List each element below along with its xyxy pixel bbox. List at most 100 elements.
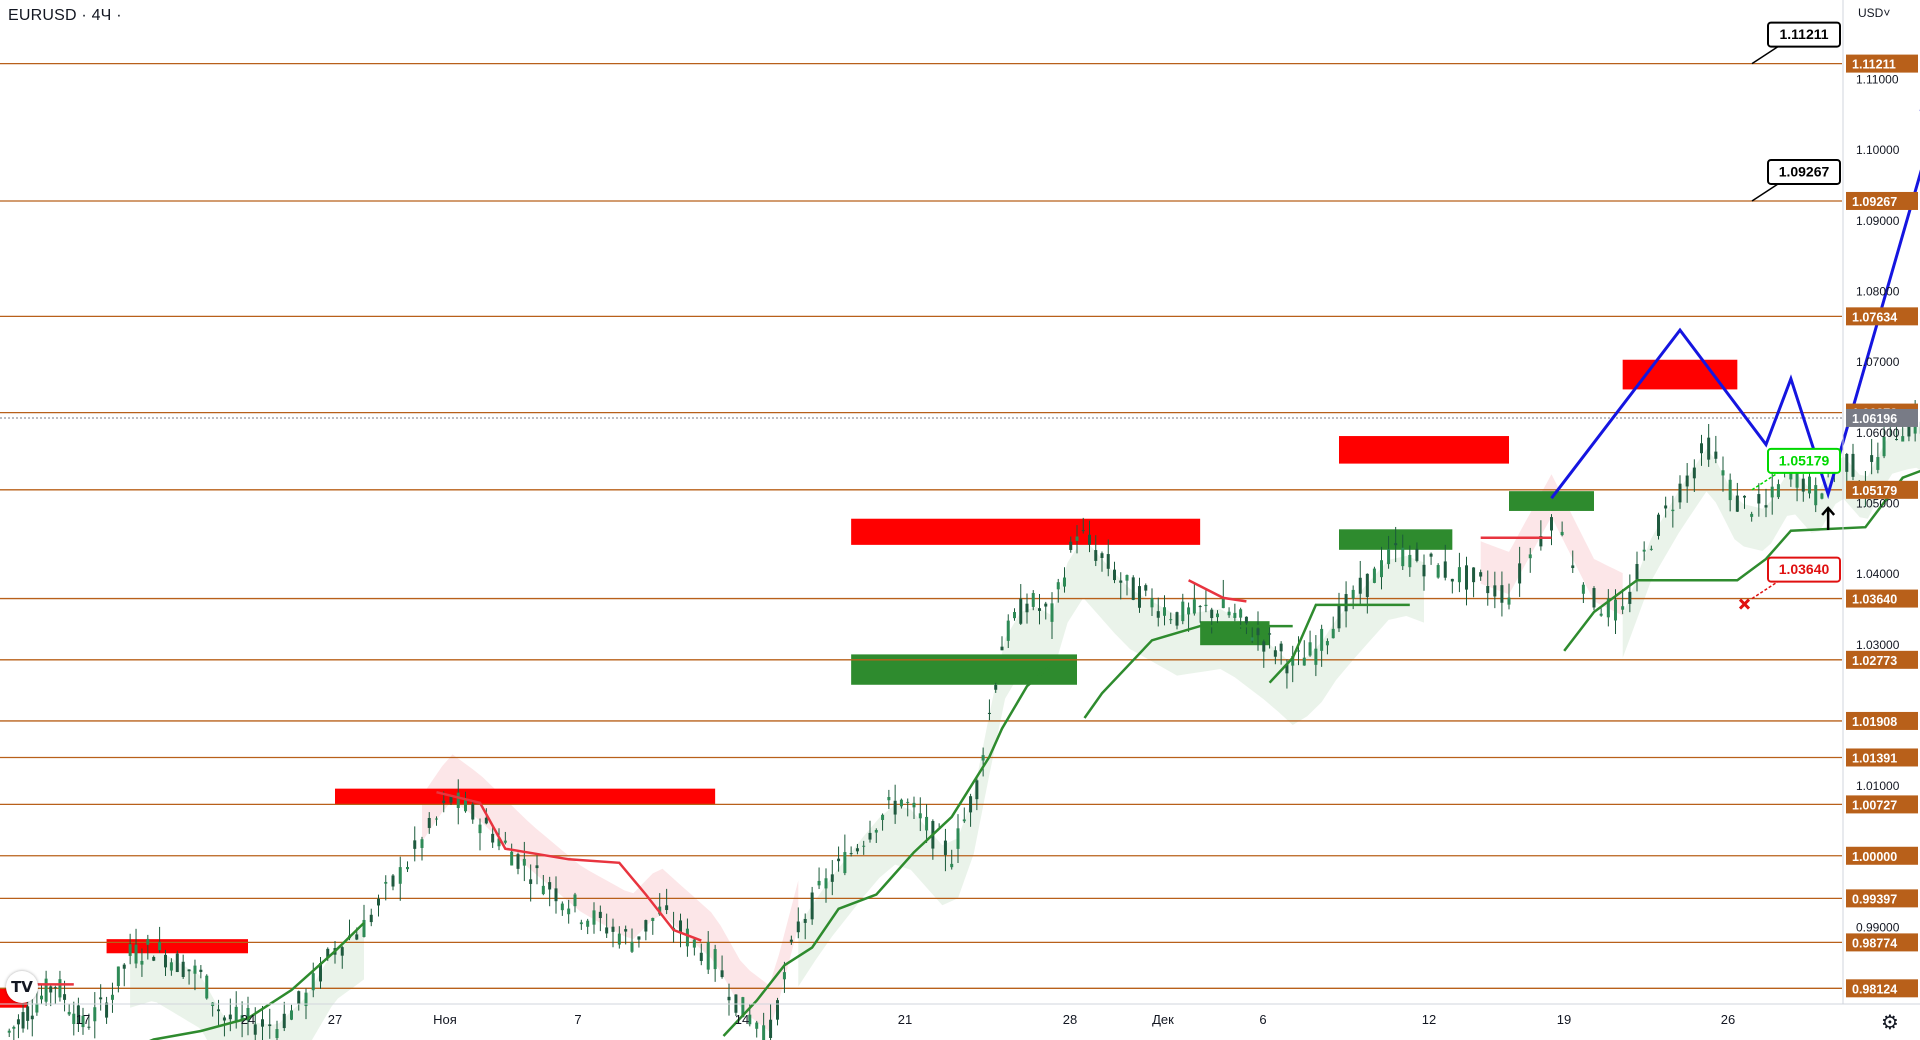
downtrend-band [422,754,799,1032]
candle-body [510,851,514,866]
demand-zone [1509,491,1594,511]
candle-body [554,888,558,902]
callout-box [1767,158,1841,185]
candle-body [1700,443,1703,454]
candle-body [1870,455,1874,462]
candle-body [110,994,114,1000]
uptrend-stop-line [1268,603,1410,684]
uptrend-stop-line [1083,624,1293,719]
candle-body [253,1024,257,1035]
candle-body [1337,604,1341,629]
downtrend-band [1480,474,1623,616]
candle-body [1075,536,1079,541]
candle-body [1233,612,1237,618]
candle-body [1308,642,1312,656]
level-price-label: 1.01908 [1852,715,1897,729]
current-price-badge [1846,408,1918,427]
candle-body [1244,616,1248,624]
candle-body [1876,457,1880,470]
candle-body [1436,565,1440,578]
candle-body [1401,547,1405,567]
candle-body [1500,585,1504,603]
time-tick-label: 28 [1063,1012,1077,1027]
candle-body [592,910,596,925]
candle-body [1550,517,1553,531]
candle-body [1169,619,1173,621]
candle-body [1895,439,1898,441]
candle-body [21,1012,25,1029]
candle-body [522,858,526,866]
candle-body [665,905,669,911]
symbol-title[interactable]: EURUSD · 4Ч · [8,7,122,24]
price-callouts: 1.11211 1.09267 1.05179 1.03640 [1738,21,1841,610]
level-price-badge [1846,748,1918,767]
currency-selector[interactable]: USD˅ [1858,6,1891,20]
candle-body [1851,453,1855,477]
candle-body [362,919,366,937]
candle-body [1657,514,1660,536]
level-price-badge [1846,711,1918,730]
candle-body [1094,550,1098,561]
candle-body [1150,598,1154,608]
candle-body [624,929,628,932]
candle-body [319,963,322,982]
candle-body [713,949,717,970]
candle-body [1331,628,1335,639]
candle-body [93,1007,97,1022]
candle-body [217,1009,221,1012]
candle-body [1539,536,1543,547]
candle-body [1038,608,1041,611]
forecast [1550,109,1920,530]
candle-body [579,922,583,925]
callout-connector [1751,580,1779,600]
candle-body [1443,561,1447,578]
candle-body [630,941,634,952]
candle-body [478,824,482,834]
candle-body [1000,646,1004,651]
candle-body [741,997,745,1018]
tradingview-logo-icon[interactable]: TV [6,971,38,1003]
candle-body [1320,628,1324,651]
candle-body [1106,554,1110,569]
candle-body [290,1010,293,1020]
candle-body [887,797,891,801]
candle-body [1571,565,1575,569]
candle-body [268,1024,272,1027]
candle-body [87,1026,91,1028]
candle-body [497,838,501,847]
candle-body [234,1006,238,1022]
candle-body [1187,607,1191,615]
candle-body [187,969,191,972]
time-tick-label: 27 [328,1012,342,1027]
candle-body [471,804,475,820]
level-price-label: 1.01391 [1852,751,1897,765]
price-tick-label: 1.10000 [1856,143,1900,157]
candle-body [1750,513,1754,517]
candle-body [81,1015,85,1028]
level-price-badge [1846,846,1918,865]
candle-body [541,885,545,895]
candle-body [755,1022,759,1029]
current-price-label: 1.06196 [1852,412,1897,426]
candle-body [340,947,344,956]
candle-body [644,920,648,932]
candle-body [855,848,859,852]
forecast-path [1550,169,1920,500]
time-tick-label: 26 [1721,1012,1735,1027]
gear-icon[interactable]: ⚙ [1881,1010,1899,1034]
candle-body [12,1026,16,1029]
time-tick-label: 7 [574,1012,581,1027]
callout-box [1767,447,1841,474]
candle-body [240,1015,244,1022]
downtrend-stop-line [1188,579,1247,603]
candle-body [1285,663,1289,674]
candle-body [1256,628,1260,636]
candle-body [1113,569,1116,581]
candle-body [164,954,167,968]
candle-body [275,1029,279,1039]
candle-body [7,1030,11,1033]
candle-body [158,941,162,951]
candle-body [824,878,828,889]
